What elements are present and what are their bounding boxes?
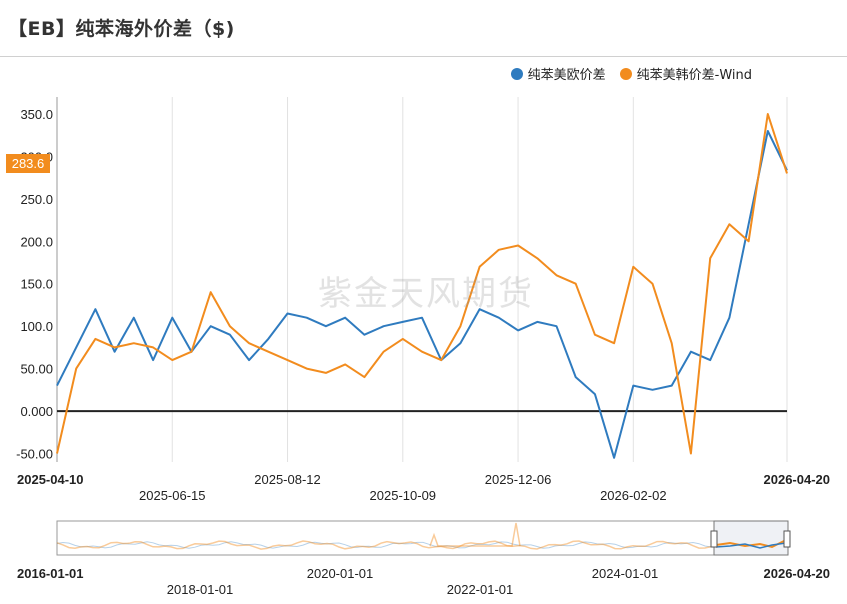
navigator-selected-b [715,539,787,549]
navigator-tick-label: 2022-01-01 [447,582,514,597]
chart-title: 【EB】纯苯海外价差（$) [8,18,235,40]
navigator-series-b [56,540,712,550]
legend-label-series-b: 纯苯美韩价差-Wind [636,68,752,83]
navigator-tick-label: 2024-01-01 [592,566,659,581]
y-tick-label: 200.0 [20,234,53,249]
x-tick-label: 2026-04-20 [764,472,831,487]
x-tick-label: 2025-06-15 [139,488,206,503]
legend-item-series-a[interactable]: 纯苯美欧价差 [510,64,606,83]
legend-marker-series-b [619,67,632,80]
navigator-handle [710,530,718,548]
navigator-handle [783,530,791,548]
navigator-selected-a [715,542,787,549]
navigator-frame [56,520,789,556]
x-tick-label: 2025-10-09 [370,488,437,503]
y-tick-label: 250.0 [20,192,53,207]
legend-label-series-a: 纯苯美欧价差 [527,68,606,83]
x-tick-label: 2025-08-12 [254,472,321,487]
series-line-a [56,130,788,459]
x-tick-label: 2026-02-02 [600,488,667,503]
navigator-series-a [56,541,712,549]
y-tick-label: 50.00 [20,362,53,377]
navigator-tick-label: 2016-01-01 [17,566,84,581]
navigator-tick-label: 2020-01-01 [307,566,374,581]
y-tick-label: 100.0 [20,319,53,334]
navigator-tick-label: 2026-04-20 [764,566,831,581]
watermark: 紫金天风期货 [318,274,534,314]
last-value-label: 283.6 [6,154,50,173]
navigator-spikes [429,522,521,547]
x-tick-label: 2025-04-10 [17,472,84,487]
navigator-tick-label: 2018-01-01 [167,582,234,597]
title-divider [0,56,847,57]
x-tick-label: 2025-12-06 [485,472,552,487]
legend-marker-series-a [510,67,523,80]
navigator-selection [713,520,789,556]
series-line-b [56,113,788,455]
legend: 纯苯美欧价差 纯苯美韩价差-Wind [510,64,752,83]
y-tick-label: 0.000 [20,404,53,419]
y-tick-label: 150.0 [20,277,53,292]
y-tick-label: -50.00 [16,447,53,462]
legend-item-series-b[interactable]: 纯苯美韩价差-Wind [619,64,752,83]
y-tick-label: 350.0 [20,107,53,122]
